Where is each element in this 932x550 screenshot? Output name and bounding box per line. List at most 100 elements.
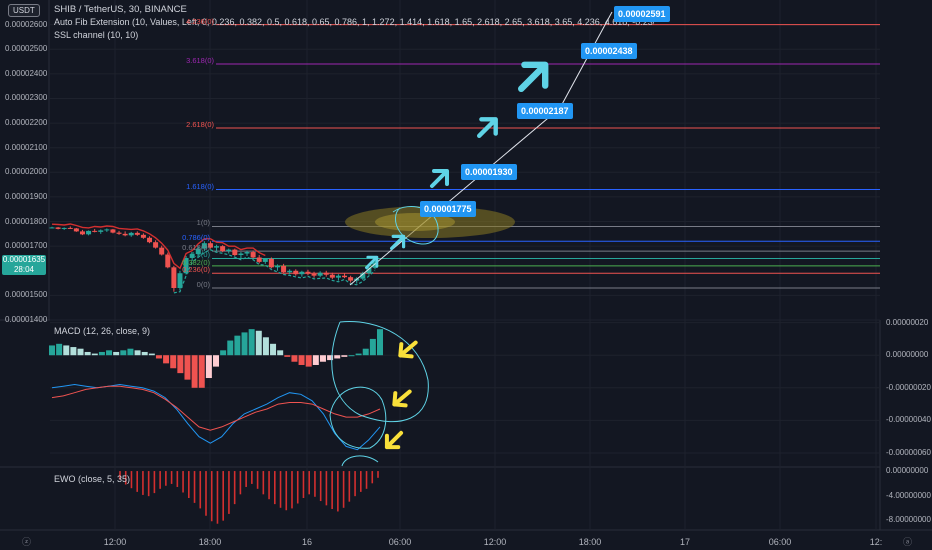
x-axis-tick: 06:00 [388,537,412,547]
ewo-axis-tick: -8.00000000 [886,515,931,525]
macd-histogram-bar [91,353,98,356]
candle-body [305,271,311,274]
candle-body [366,267,372,274]
macd-histogram-bar [277,350,284,356]
candle-body [86,230,92,235]
macd-histogram-bar [341,355,348,357]
up-arrow-annotation [476,117,498,139]
macd-histogram-bar [134,350,141,356]
macd-histogram-bar [248,329,255,356]
last-price: 0.00001635 [2,255,46,264]
macd-axis-tick: 0.00000020 [886,317,929,327]
yellow-arrow-annotation [392,389,412,408]
fib-level-label: 2.618(0) [186,120,214,129]
chart-title: SHIB / TetherUS, 30, BINANCE [54,4,187,15]
fib-level-label: 4.236(0) [186,16,214,26]
candle-body [207,243,213,248]
fib-level-label: 1.618(0) [186,181,214,191]
macd-histogram-bar [98,351,105,356]
candle-body [195,248,201,255]
candle-body [323,272,329,275]
macd-histogram-bar [177,355,184,374]
macd-histogram-bar [348,355,355,357]
arrow-stroke [430,169,449,188]
candle-body [299,271,305,275]
ewo-pane-title[interactable]: EWO (close, 5, 35) [54,474,131,484]
candle-body [79,231,85,235]
ssl-indicator-legend[interactable]: SSL channel (10, 10) [54,30,139,40]
macd-histogram-bar [141,351,148,356]
price-axis-tick: 0.00002400 [5,68,48,78]
ewo-axis-tick: 0.00000000 [886,466,929,476]
candle-body [244,252,250,254]
macd-histogram-bar [319,355,326,362]
candle-body [67,227,73,229]
macd-histogram-bar [63,345,70,356]
macd-histogram-bar [305,355,312,367]
macd-histogram-bar [113,351,120,356]
fib-level-label: 0.618(0) [182,243,210,253]
fib-level-label: 0.786(0) [182,233,210,243]
x-axis-tick: 12:00 [483,537,507,547]
x-axis-tick: 12:00 [103,537,127,547]
x-axis-tick: 16 [301,537,313,547]
up-arrow-annotation [365,255,379,269]
macd-histogram-bar [355,353,362,356]
hand-drawn-circle [331,321,429,423]
macd-histogram-bar [220,350,227,356]
arrow-stroke [365,255,379,269]
price-target-callout: 0.00002438 [581,43,637,59]
price-axis-tick: 0.00002200 [5,118,48,128]
macd-histogram-bar [312,355,319,365]
candle-body [342,275,348,278]
macd-histogram-bar [49,345,55,356]
price-target-callout: 0.00002591 [614,6,670,22]
candle-body [122,233,128,236]
price-axis-tick: 0.00001400 [5,315,48,324]
candle-body [317,272,323,276]
signal-line [51,385,381,431]
last-price-badge: 0.00001635 28:04 [2,255,46,275]
candle-body [73,228,79,232]
candle-body [134,232,140,235]
macd-pane-title[interactable]: MACD (12, 26, close, 9) [54,326,151,336]
hand-drawn-circle [329,386,387,449]
price-target-callout: 0.00001775 [420,201,476,217]
candle-body [214,246,220,248]
candle-body [159,247,165,255]
macd-histogram-bar [241,332,248,356]
macd-histogram-bar [170,355,177,369]
fib-indicator-legend[interactable]: Auto Fib Extension (10, Values, Left, 0,… [54,17,654,27]
price-axis-tick: 0.00002500 [5,44,48,54]
macd-histogram-bar [369,338,376,356]
yellow-arrow-annotation [398,340,418,359]
arrow-stroke [476,117,498,139]
macd-histogram-bar [77,348,84,356]
macd-axis-tick: -0.00000020 [886,382,931,392]
candle-body [250,252,256,258]
macd-histogram-bar [163,355,170,364]
candle-body [201,243,207,249]
macd-histogram-bar [270,343,277,356]
fib-level-label: 0.5(0) [190,250,210,260]
currency-badge[interactable]: USDT [8,4,40,17]
candle-body [116,232,122,234]
timezone-icon[interactable]: ⓩ [22,537,32,547]
fib-level-label: 0.382(0) [182,257,210,267]
candle-body [153,242,159,248]
candle-body [147,237,153,243]
x-axis-tick: 18:00 [198,537,222,547]
macd-histogram-bar [70,347,77,356]
macd-histogram-bar [56,343,63,356]
fib-level-label: 1(0) [196,218,210,228]
up-arrow-annotation [517,61,549,93]
ssl-channel-up [173,249,376,294]
auto-scale-icon[interactable]: ⓐ [903,537,913,547]
candle-body [335,275,341,278]
price-axis-tick: 0.00001800 [5,216,48,226]
arrow-stroke [517,61,549,93]
macd-axis-tick: -0.00000040 [886,415,931,425]
macd-histogram-bar [327,355,334,361]
